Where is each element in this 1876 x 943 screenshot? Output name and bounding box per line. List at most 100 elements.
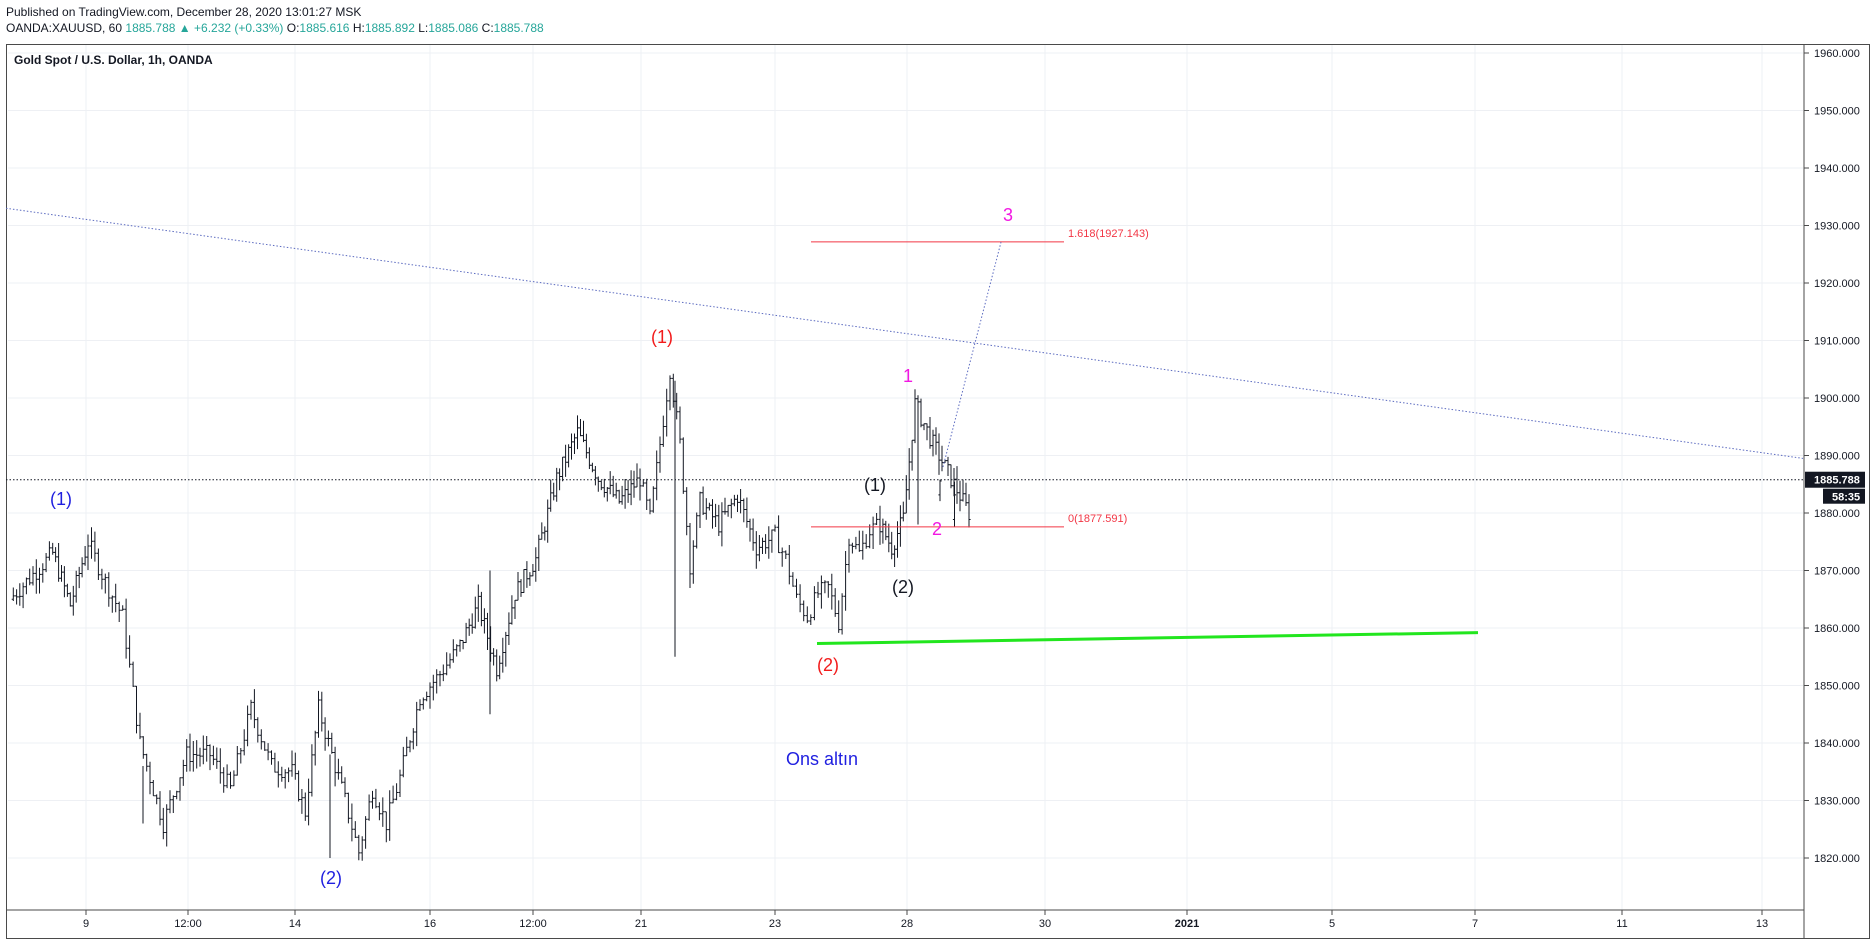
ohlc-bar — [770, 529, 774, 553]
ohlc-bar — [949, 464, 953, 489]
ohlc-bar — [455, 644, 459, 657]
ohlc-bar — [961, 479, 965, 502]
ohlc-bar — [425, 691, 429, 702]
price-axis-label: 1940.000 — [1814, 163, 1860, 175]
ohlc-bar — [384, 811, 388, 843]
ohlc-bar — [754, 531, 758, 569]
ohlc-bar — [242, 729, 246, 756]
ohlc-bar — [784, 550, 788, 559]
ohlc-bar — [919, 398, 923, 428]
ohlc-bar — [617, 489, 621, 504]
ohlc-bar — [665, 388, 669, 437]
ohlc-bar — [602, 478, 606, 498]
ohlc-bar — [658, 436, 662, 473]
trendline — [5, 207, 1804, 459]
ohlc-bar — [117, 601, 121, 622]
ohlc-bar — [777, 515, 781, 554]
ohlc-bar — [854, 536, 858, 550]
ohlc-bar — [695, 512, 699, 549]
ohlc-bar — [360, 836, 364, 861]
ohlc-bar — [555, 467, 559, 502]
price-axis-label: 1930.000 — [1814, 221, 1860, 233]
ohlc-bar — [464, 622, 468, 643]
ohlc-bar — [946, 456, 950, 476]
ohlc-bar — [198, 747, 202, 767]
ohlc-bar — [37, 567, 42, 594]
ohlc-bar — [438, 670, 442, 687]
ohlc-bar — [685, 487, 689, 536]
ohlc-bar — [168, 790, 172, 814]
wave-label: 2 — [932, 519, 942, 539]
ohlc-bar — [145, 753, 149, 772]
ohlc-bar — [232, 770, 236, 787]
ohlc-bar — [15, 589, 19, 605]
ohlc-bar — [290, 750, 294, 777]
ohlc-bar — [569, 433, 574, 460]
ohlc-bar — [826, 581, 830, 598]
symbol-label: OANDA:XAUUSD, 60 — [6, 21, 123, 35]
ohlc-bar — [103, 573, 107, 594]
ohlc-bar — [791, 572, 795, 587]
time-axis-label: 2021 — [1175, 918, 1199, 930]
wave-label: 3 — [1003, 205, 1013, 225]
ohlc-bar — [134, 685, 139, 734]
price-axis-label: 1950.000 — [1814, 106, 1860, 118]
ohlc-bar — [955, 466, 959, 504]
ohlc-bar — [528, 572, 532, 586]
ohlc-bar — [614, 482, 618, 499]
low-label: L: — [418, 21, 429, 35]
published-caption: Published on TradingView.com, December 2… — [6, 5, 362, 19]
ohlc-bar — [964, 482, 968, 506]
ohlc-bar — [605, 487, 609, 502]
ohlc-bar — [476, 584, 480, 622]
ohlc-bar — [80, 557, 84, 578]
ohlc-bar — [489, 626, 493, 662]
time-axis-label: 14 — [289, 918, 301, 930]
ohlc-bar — [47, 541, 51, 561]
ohlc-bar — [148, 761, 152, 795]
price-axis-label: 1820.000 — [1814, 853, 1860, 865]
ohlc-bar — [534, 547, 538, 582]
ohlc-bar — [415, 701, 419, 747]
ohlc-bar — [819, 575, 823, 609]
ohlc-bar — [161, 807, 165, 840]
ohlc-bar — [525, 561, 529, 588]
ohlc-bar — [235, 746, 239, 776]
ohlc-bar — [340, 766, 344, 784]
ohlc-bar — [225, 764, 229, 789]
ohlc-bar — [428, 682, 432, 709]
ohlc-bar — [405, 736, 409, 757]
ohlc-bar — [252, 689, 256, 729]
chart-title: Gold Spot / U.S. Dollar, 1h, OANDA — [14, 53, 213, 67]
ohlc-bar — [401, 746, 405, 778]
ohlc-bar — [901, 501, 905, 522]
ohlc-bar — [256, 717, 260, 743]
ohlc-bar — [155, 794, 159, 805]
high-value: 1885.892 — [364, 21, 415, 35]
wave-label: (1) — [651, 327, 673, 347]
ohlc-bar — [418, 699, 422, 711]
ohlc-bar — [584, 433, 588, 459]
ohlc-bar — [513, 599, 517, 619]
price-axis-label: 1840.000 — [1814, 738, 1860, 750]
open-label: O: — [286, 21, 300, 35]
ohlc-bar — [370, 790, 375, 809]
ohlc-bar — [313, 730, 317, 766]
time-axis-label: 11 — [1616, 918, 1627, 930]
time-axis-label: 7 — [1472, 918, 1478, 930]
ohlc-bar — [655, 450, 659, 501]
ohlc-bar — [868, 524, 872, 549]
ohlc-bar — [323, 717, 327, 751]
ohlc-bar — [326, 730, 330, 747]
ohlc-bar — [34, 559, 38, 594]
price-axis-label: 1870.000 — [1814, 566, 1860, 578]
ohlc-bar — [411, 728, 415, 750]
ohlc-bar — [276, 761, 280, 788]
ohlc-bar — [367, 794, 371, 821]
fib-level-label: 0(1877.591) — [1068, 513, 1127, 525]
ohlc-bar — [507, 612, 511, 645]
ohlc-bar — [188, 733, 192, 772]
ohlc-bar — [458, 639, 462, 652]
ohlc-bar — [881, 518, 885, 544]
